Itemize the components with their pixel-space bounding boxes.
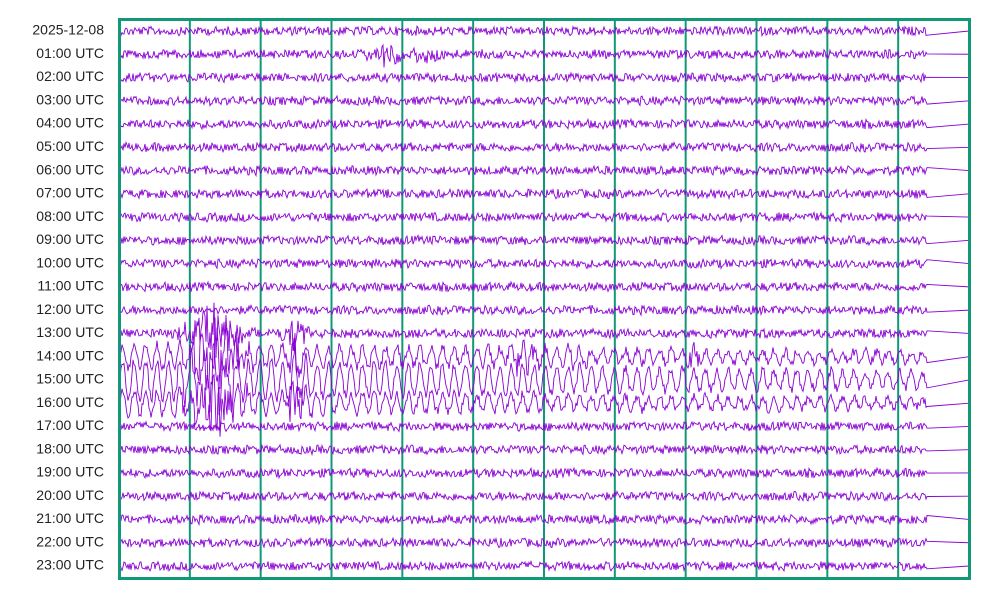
- row-label: 17:00 UTC: [36, 417, 104, 433]
- row-label: 14:00 UTC: [36, 347, 104, 363]
- row-label: 16:00 UTC: [36, 394, 104, 410]
- row-label: 19:00 UTC: [36, 464, 104, 480]
- seismic-trace: [119, 373, 970, 437]
- row-label: 11:00 UTC: [37, 278, 104, 294]
- seismic-trace: [119, 24, 970, 38]
- seismic-trace: [119, 466, 970, 480]
- row-label: 07:00 UTC: [36, 185, 104, 201]
- seismic-trace: [119, 341, 970, 416]
- row-label: 21:00 UTC: [36, 510, 104, 526]
- seismic-trace: [119, 210, 970, 224]
- row-label: 10:00 UTC: [36, 254, 104, 270]
- seismic-trace: [119, 164, 970, 178]
- seismic-trace: [119, 187, 970, 201]
- seismic-trace: [119, 317, 970, 389]
- seismic-trace: [119, 141, 970, 154]
- row-label: 18:00 UTC: [36, 440, 104, 456]
- traces: [119, 24, 970, 573]
- row-label: 23:00 UTC: [36, 557, 104, 573]
- row-label: 05:00 UTC: [36, 138, 104, 154]
- row-label: 12:00 UTC: [36, 301, 104, 317]
- seismic-trace: [119, 302, 970, 352]
- seismic-trace: [119, 280, 970, 294]
- row-label: 22:00 UTC: [36, 533, 104, 549]
- row-label: 02:00 UTC: [36, 68, 104, 84]
- row-label: 09:00 UTC: [36, 231, 104, 247]
- row-label: 06:00 UTC: [36, 161, 104, 177]
- seismic-trace: [119, 234, 970, 247]
- row-labels: 2025-12-08 01:00 UTC 02:00 UTC 03:00 UTC 04:…: [32, 22, 104, 573]
- seismic-trace: [119, 257, 970, 270]
- row-label: 20:00 UTC: [36, 487, 104, 503]
- seismic-trace: [119, 513, 970, 527]
- row-label: 04:00 UTC: [36, 115, 104, 131]
- seismic-trace: [119, 420, 970, 433]
- seismic-trace: [119, 43, 970, 68]
- seismic-trace: [119, 94, 970, 108]
- row-label: 15:00 UTC: [36, 371, 104, 387]
- seismic-trace: [119, 304, 970, 317]
- seismic-trace: [119, 443, 970, 457]
- seismic-trace: [119, 536, 970, 549]
- row-label: 03:00 UTC: [36, 91, 104, 107]
- seismic-trace: [119, 71, 970, 84]
- row-label: 08:00 UTC: [36, 208, 104, 224]
- seismic-trace: [119, 117, 970, 131]
- seismic-trace: [119, 559, 970, 573]
- grid: [188, 19, 900, 578]
- row-label: 13:00 UTC: [36, 324, 104, 340]
- row-label: 2025-12-08: [32, 22, 104, 38]
- seismic-trace: [119, 490, 970, 503]
- plot-frame: [118, 18, 971, 580]
- row-label: 01:00 UTC: [36, 45, 104, 61]
